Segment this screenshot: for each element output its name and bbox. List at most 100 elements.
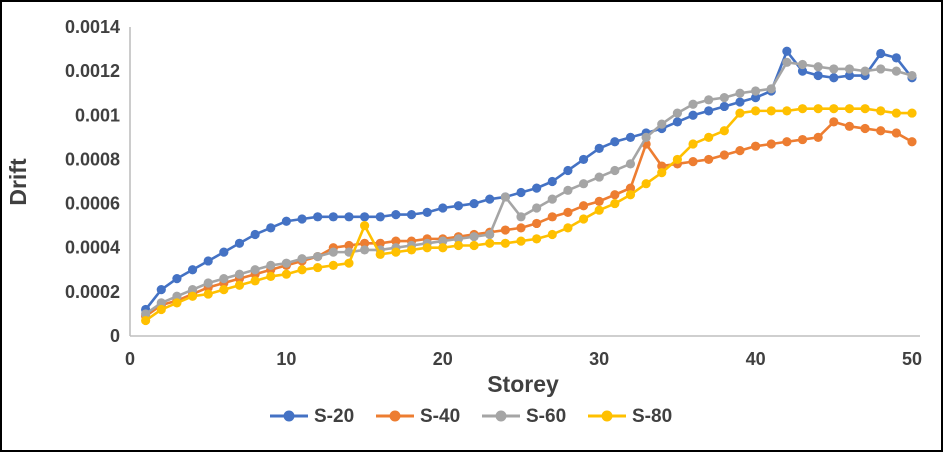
data-point-s-60 [766, 84, 776, 94]
data-point-s-40 [907, 137, 917, 147]
data-point-s-20 [797, 66, 808, 76]
data-point-s-80 [829, 104, 839, 114]
data-point-s-60 [844, 64, 855, 74]
data-point-s-80 [469, 240, 479, 251]
data-point-s-40 [751, 141, 761, 151]
data-point-s-80 [313, 262, 323, 273]
x-tick-label: 0 [125, 349, 135, 369]
data-point-s-80 [844, 104, 855, 114]
data-point-s-40 [766, 139, 776, 149]
data-point-s-80 [141, 315, 151, 326]
data-point-s-60 [453, 234, 464, 244]
data-point-s-60 [829, 64, 839, 74]
data-point-s-80 [594, 205, 604, 215]
data-point-s-20 [328, 212, 338, 222]
data-point-s-20 [266, 223, 276, 233]
data-point-s-40 [610, 190, 620, 200]
data-point-s-80 [250, 276, 260, 286]
series-s-60 [141, 57, 917, 319]
data-point-s-20 [891, 53, 901, 63]
data-point-s-80 [297, 265, 307, 275]
data-point-s-20 [297, 214, 307, 224]
data-point-s-60 [203, 278, 213, 288]
legend-item-s-60: S-60 [482, 406, 566, 427]
data-point-s-60 [641, 132, 651, 142]
data-point-s-20 [281, 216, 291, 226]
data-point-s-80 [485, 238, 495, 248]
data-point-s-80 [672, 154, 683, 165]
data-point-s-60 [625, 159, 636, 169]
x-axis-title: Storey [487, 371, 559, 397]
legend-marker-dot [601, 410, 613, 422]
data-point-s-40 [876, 126, 886, 136]
data-point-s-60 [704, 95, 714, 105]
legend-label: S-20 [314, 406, 354, 427]
y-axis-title: Drift [5, 158, 31, 206]
data-point-s-20 [250, 229, 260, 240]
data-point-s-60 [610, 165, 620, 176]
data-point-s-60 [485, 229, 495, 240]
data-point-s-60 [360, 245, 370, 255]
data-point-s-20 [422, 207, 432, 217]
y-tick-label: 0.0012 [65, 61, 120, 81]
data-point-s-40 [547, 212, 557, 222]
data-point-s-20 [578, 154, 589, 165]
series-line-s-20 [144, 49, 914, 311]
data-point-s-40 [563, 207, 573, 217]
data-point-s-80 [172, 298, 182, 308]
data-point-s-20 [610, 137, 620, 147]
data-point-s-60 [266, 260, 276, 270]
data-point-s-60 [672, 108, 683, 118]
data-point-s-20 [813, 70, 823, 81]
data-point-s-80 [625, 190, 636, 200]
data-point-s-40 [344, 240, 354, 251]
data-point-s-60 [547, 194, 557, 204]
data-point-s-80 [234, 280, 245, 290]
x-tick-label: 10 [276, 349, 296, 369]
data-point-s-60 [782, 57, 792, 67]
data-point-s-20 [344, 212, 354, 222]
data-point-s-80 [391, 247, 401, 257]
data-point-s-80 [328, 260, 338, 270]
legend-marker-dot [495, 410, 507, 422]
data-point-s-80 [891, 108, 901, 118]
data-point-s-60 [516, 212, 526, 222]
data-point-s-40 [391, 236, 401, 246]
data-point-s-80 [344, 258, 354, 268]
data-point-s-60 [297, 254, 307, 264]
legend-label: S-80 [632, 406, 672, 427]
data-point-s-40 [782, 137, 792, 147]
data-point-s-20 [547, 176, 557, 187]
data-point-s-60 [657, 119, 667, 129]
data-point-s-20 [469, 198, 479, 209]
data-point-s-20 [719, 101, 729, 112]
data-point-s-20 [516, 187, 526, 198]
series-s-20 [141, 46, 917, 315]
series-layer [141, 46, 917, 326]
data-point-s-40 [532, 218, 542, 229]
data-point-s-80 [453, 240, 464, 251]
legend-item-s-20: S-20 [270, 406, 354, 427]
data-point-s-80 [406, 245, 417, 255]
data-point-s-20 [391, 210, 401, 220]
data-point-s-20 [406, 210, 417, 220]
data-point-s-40 [797, 134, 808, 145]
data-point-s-60 [563, 185, 573, 195]
data-point-s-20 [563, 165, 573, 176]
legend: S-20 S-40 S-60 S-80 [270, 406, 672, 427]
data-point-s-20 [156, 285, 166, 295]
data-point-s-40 [594, 196, 604, 206]
y-tick-label: 0.0014 [65, 17, 120, 37]
data-point-s-80 [547, 229, 557, 240]
data-point-s-80 [266, 271, 276, 282]
data-point-s-80 [532, 234, 542, 244]
series-line-s-40 [144, 120, 913, 318]
data-point-s-60 [187, 285, 198, 295]
x-tick-label: 40 [746, 349, 766, 369]
data-point-s-60 [578, 179, 589, 189]
y-tick-label: 0.0002 [65, 282, 120, 302]
data-point-s-80 [782, 106, 792, 116]
data-point-s-80 [203, 289, 213, 299]
